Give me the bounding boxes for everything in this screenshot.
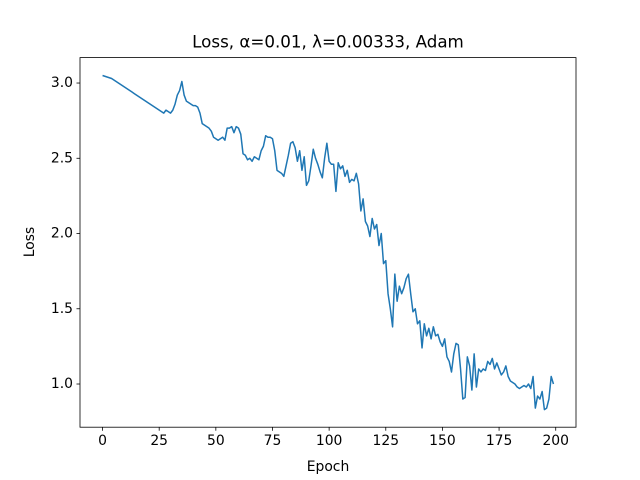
y-tick-label: 2.5 xyxy=(51,150,73,166)
chart-title: Loss, α=0.01, λ=0.00333, Adam xyxy=(192,32,464,52)
x-tick-label: 25 xyxy=(150,433,168,449)
x-tick-label: 0 xyxy=(98,433,107,449)
y-tick-label: 3.0 xyxy=(51,75,73,91)
x-tick-label: 75 xyxy=(264,433,282,449)
x-tick-label: 125 xyxy=(373,433,400,449)
y-tick-label: 2.0 xyxy=(51,226,73,242)
x-axis-label: Epoch xyxy=(307,459,350,475)
y-tick-label: 1.0 xyxy=(51,376,73,392)
y-axis-label: Loss xyxy=(22,227,38,257)
x-tick-label: 150 xyxy=(429,433,456,449)
x-tick-label: 50 xyxy=(207,433,225,449)
plot-frame xyxy=(79,57,577,428)
y-tick-label: 1.5 xyxy=(51,301,73,317)
x-tick-label: 175 xyxy=(486,433,513,449)
loss-line xyxy=(102,74,555,411)
x-tick-label: 200 xyxy=(542,433,569,449)
x-tick-label: 100 xyxy=(316,433,343,449)
